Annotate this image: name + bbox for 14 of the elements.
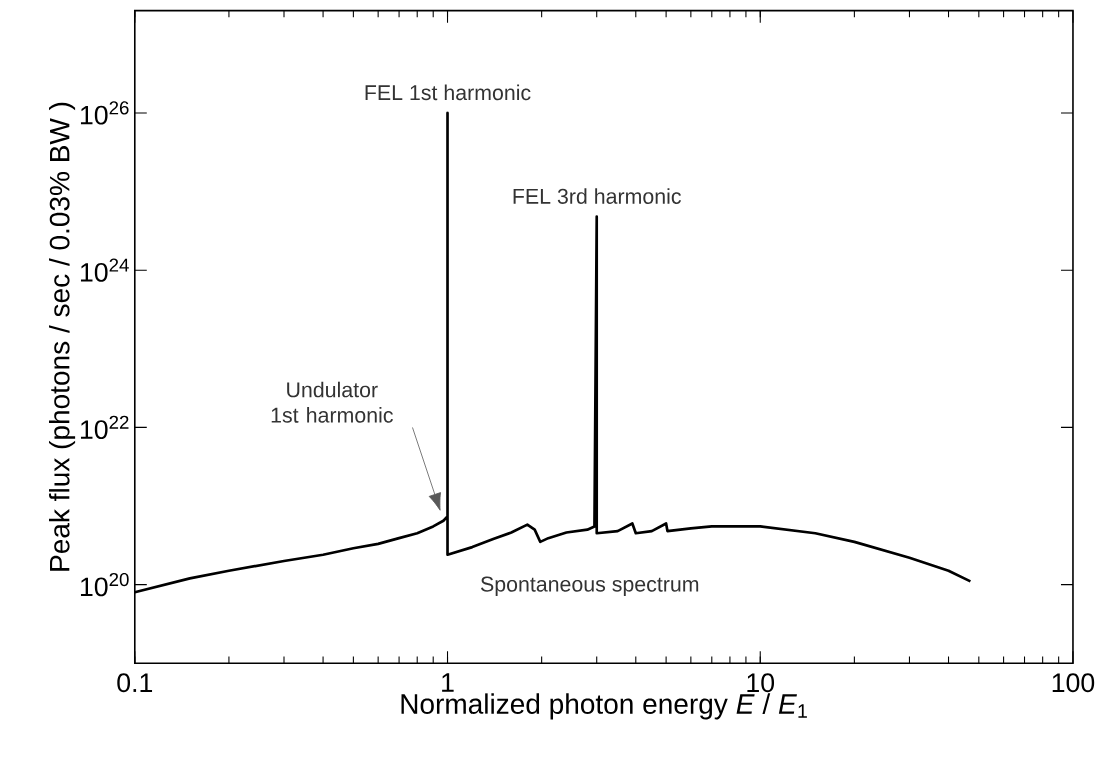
x-tick-label: 1 [442, 673, 454, 692]
x-tick-label: 100 [1052, 673, 1095, 693]
annotation: Undulator 1st harmonic [271, 381, 393, 423]
x-tick-label: 10 [747, 673, 775, 693]
y-tick-label: 10$^{20}$ [80, 573, 129, 597]
annotation: FEL 3rd harmonic [513, 188, 681, 205]
annotation: Spontaneous spectrum [480, 576, 699, 597]
annotation: FEL 1st harmonic [365, 84, 531, 101]
x-tick-label: 0.1 [117, 673, 153, 693]
y-tick-label: 10$^{24}$ [80, 258, 129, 282]
y-axis-title: Peak flux (photons / sec / 0.03% BW ) [49, 102, 76, 571]
x-axis-title: Normalized photon energy E / E$_{1}$ [401, 693, 807, 720]
y-tick-label: 10$^{26}$ [80, 101, 129, 125]
y-tick-label: 10$^{22}$ [80, 415, 129, 440]
